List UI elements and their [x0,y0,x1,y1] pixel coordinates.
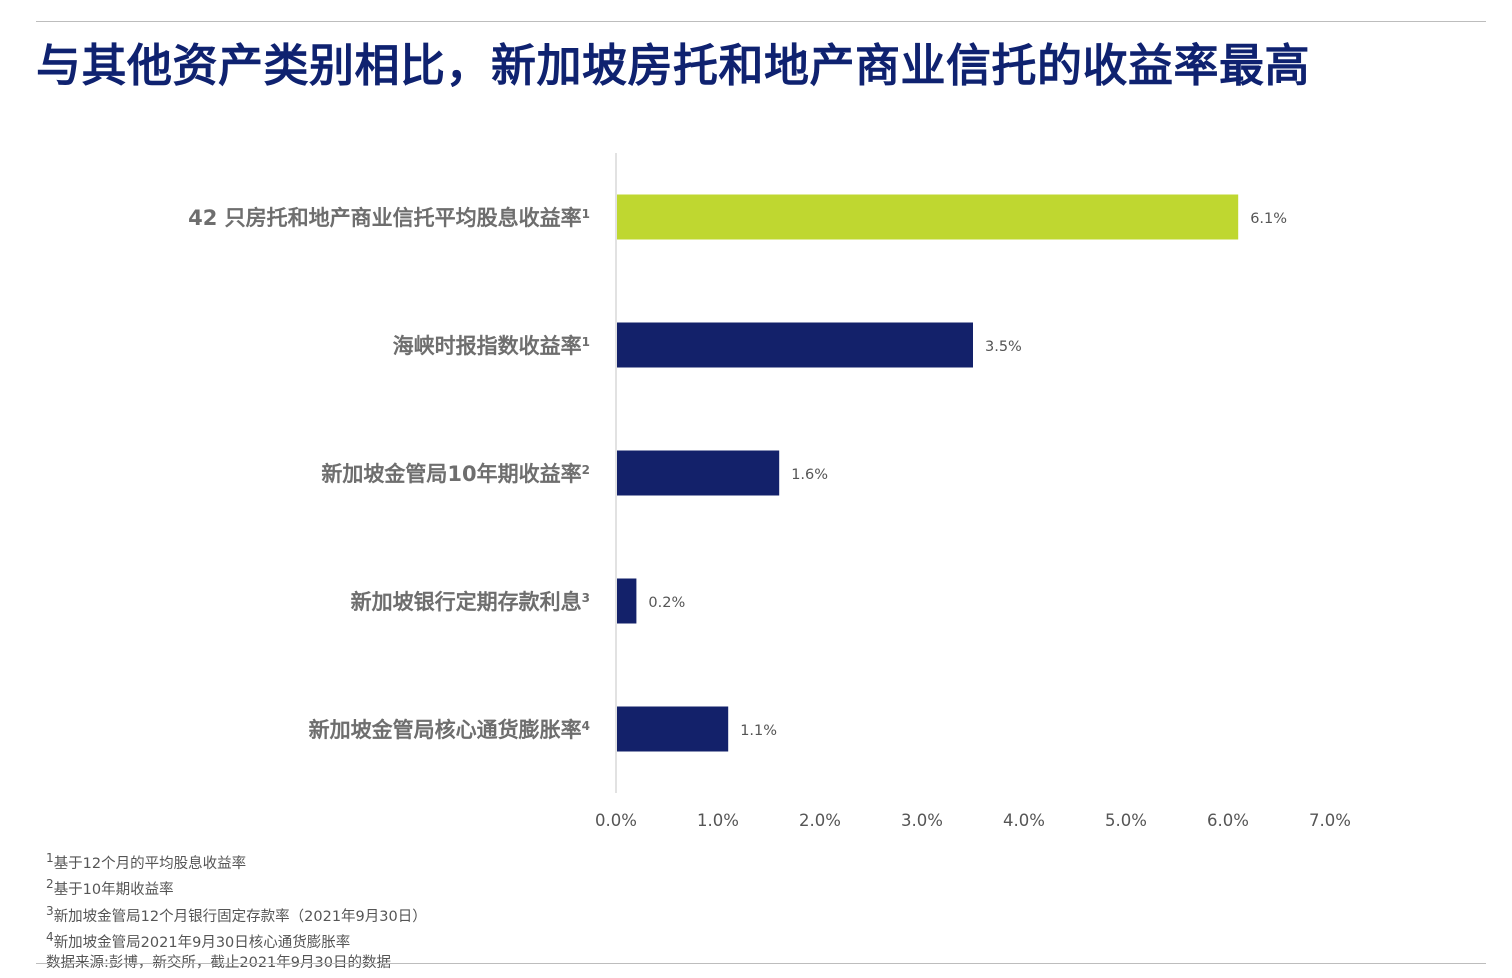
footnote-1: 1基于12个月的平均股息收益率 [46,848,427,874]
footnote-3: 3新加坡金管局12个月银行固定存款率（2021年9月30日） [46,901,427,927]
bar-2 [617,322,973,368]
top-rule [36,21,1486,22]
x-tick-label-5: 5.0% [1105,811,1147,830]
category-label-3-note: 2 [582,463,590,477]
footnote-4-marker: 4 [46,929,54,944]
category-label-4-note: 3 [582,591,590,605]
category-label-4: 新加坡银行定期存款利息3 [351,590,590,614]
x-tick-label-3: 3.0% [901,811,943,830]
footnote-1-text: 基于12个月的平均股息收益率 [53,855,247,872]
category-label-1: 42 只房托和地产商业信托平均股息收益率1 [188,206,590,230]
footnote-1-marker: 1 [46,851,54,865]
value-label-5: 1.1% [740,723,777,739]
value-label-2: 3.5% [985,339,1022,355]
x-tick-label-1: 1.0% [697,811,739,830]
category-label-3: 新加坡金管局10年期收益率2 [321,462,590,486]
category-label-5-text: 新加坡金管局核心通货膨胀率 [309,718,582,742]
category-label-5: 新加坡金管局核心通货膨胀率4 [309,718,590,742]
value-label-3: 1.6% [791,467,828,483]
category-label-5-note: 4 [582,719,590,733]
value-label-4: 0.2% [648,595,685,611]
x-tick-label-0: 0.0% [595,811,637,830]
footnote-4: 4新加坡金管局2021年9月30日核心通货膨胀率 [46,927,427,953]
category-label-2-text: 海峡时报指数收益率 [393,334,582,358]
footnote-3-text: 新加坡金管局12个月银行固定存款率（2021年9月30日） [53,908,427,925]
bar-1 [617,194,1239,240]
page-title: 与其他资产类别相比，新加坡房托和地产商业信托的收益率最高 [36,39,1311,92]
x-tick-label-6: 6.0% [1207,811,1249,830]
footnote-2-text: 基于10年期收益率 [53,882,174,899]
category-label-1-note: 1 [582,207,590,221]
value-label-1: 6.1% [1250,211,1287,227]
category-label-4-text: 新加坡银行定期存款利息 [351,590,582,614]
category-label-1-text: 42 只房托和地产商业信托平均股息收益率 [188,206,582,230]
footnote-3-marker: 3 [46,903,54,918]
x-tick-label-2: 2.0% [799,811,841,830]
category-label-2: 海峡时报指数收益率1 [393,334,590,358]
category-label-2-note: 1 [582,335,590,349]
footnote-2: 2基于10年期收益率 [46,874,427,900]
footnote-2-marker: 2 [46,877,54,892]
x-tick-label-7: 7.0% [1309,811,1351,830]
bar-3 [617,450,780,496]
bar-4 [617,578,637,624]
footnotes: 1基于12个月的平均股息收益率 2基于10年期收益率 3新加坡金管局12个月银行… [46,848,427,974]
footnote-4-text: 新加坡金管局2021年9月30日核心通货膨胀率 [53,934,351,951]
bar-5 [617,706,729,752]
x-tick-label-4: 4.0% [1003,811,1045,830]
bottom-rule [36,963,1486,964]
category-label-3-text: 新加坡金管局10年期收益率 [321,462,581,486]
